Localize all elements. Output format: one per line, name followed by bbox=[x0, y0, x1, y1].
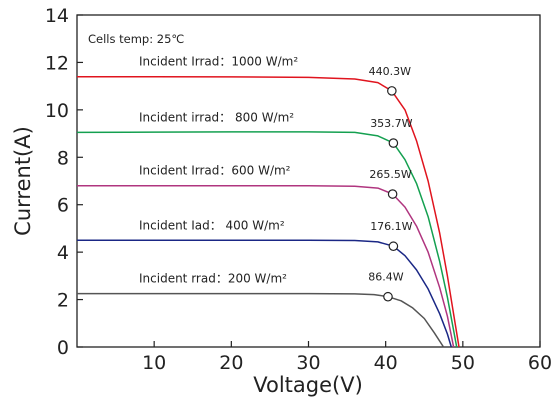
series-labels: 440.3W Incident Irrad：1000 W/m² 353.7W Inci… bbox=[139, 55, 413, 286]
irradiance-label: Incident rrad：200 W/m² bbox=[139, 272, 287, 286]
y-tick-label: 4 bbox=[57, 242, 69, 264]
power-label: 176.1W bbox=[370, 220, 412, 233]
series-line-2 bbox=[77, 184, 455, 348]
power-label: 265.5W bbox=[369, 168, 411, 181]
y-tick-label: 8 bbox=[57, 147, 69, 169]
x-tick-label: 20 bbox=[219, 352, 243, 374]
y-tick-label: 14 bbox=[45, 5, 69, 27]
x-tick-label: 60 bbox=[528, 352, 552, 374]
y-tick-label: 6 bbox=[57, 195, 69, 217]
power-label: 86.4W bbox=[368, 271, 403, 284]
y-tick-label: 0 bbox=[57, 337, 69, 359]
y-axis-title: Current(A) bbox=[11, 126, 35, 236]
series-line-1 bbox=[76, 131, 458, 348]
y-tick-label: 10 bbox=[45, 100, 69, 122]
mpp-marker bbox=[383, 291, 393, 302]
x-tick-label: 40 bbox=[374, 352, 398, 374]
y-tick-label: 12 bbox=[45, 52, 69, 74]
y-axis-ticks: 0 2 4 6 8 10 12 14 bbox=[45, 5, 83, 359]
mpp-marker bbox=[387, 86, 397, 96]
irradiance-label: Incident irrad： 800 W/m² bbox=[139, 110, 294, 124]
power-label: 440.3W bbox=[369, 65, 411, 78]
mpp-marker bbox=[387, 189, 398, 199]
irradiance-label: Incident Irrad：1000 W/m² bbox=[139, 55, 298, 69]
x-tick-label: 50 bbox=[451, 352, 475, 374]
cells-temp-note: Cells temp: 25℃ bbox=[88, 32, 184, 46]
series-line-0 bbox=[77, 75, 460, 348]
x-tick-label: 30 bbox=[296, 352, 320, 374]
y-tick-label: 2 bbox=[57, 290, 69, 312]
mpp-marker bbox=[388, 241, 399, 252]
x-axis-ticks: 10 20 30 40 50 60 bbox=[142, 341, 552, 374]
series-curves bbox=[76, 75, 460, 348]
irradiance-label: Incident Iad： 400 W/m² bbox=[139, 218, 285, 232]
irradiance-label: Incident Irrad：600 W/m² bbox=[139, 164, 291, 178]
power-label: 353.7W bbox=[370, 117, 412, 130]
x-axis-title: Voltage(V) bbox=[253, 373, 363, 397]
series-line-4 bbox=[77, 292, 445, 348]
x-tick-label: 10 bbox=[142, 352, 166, 374]
mpp-marker bbox=[388, 138, 399, 148]
